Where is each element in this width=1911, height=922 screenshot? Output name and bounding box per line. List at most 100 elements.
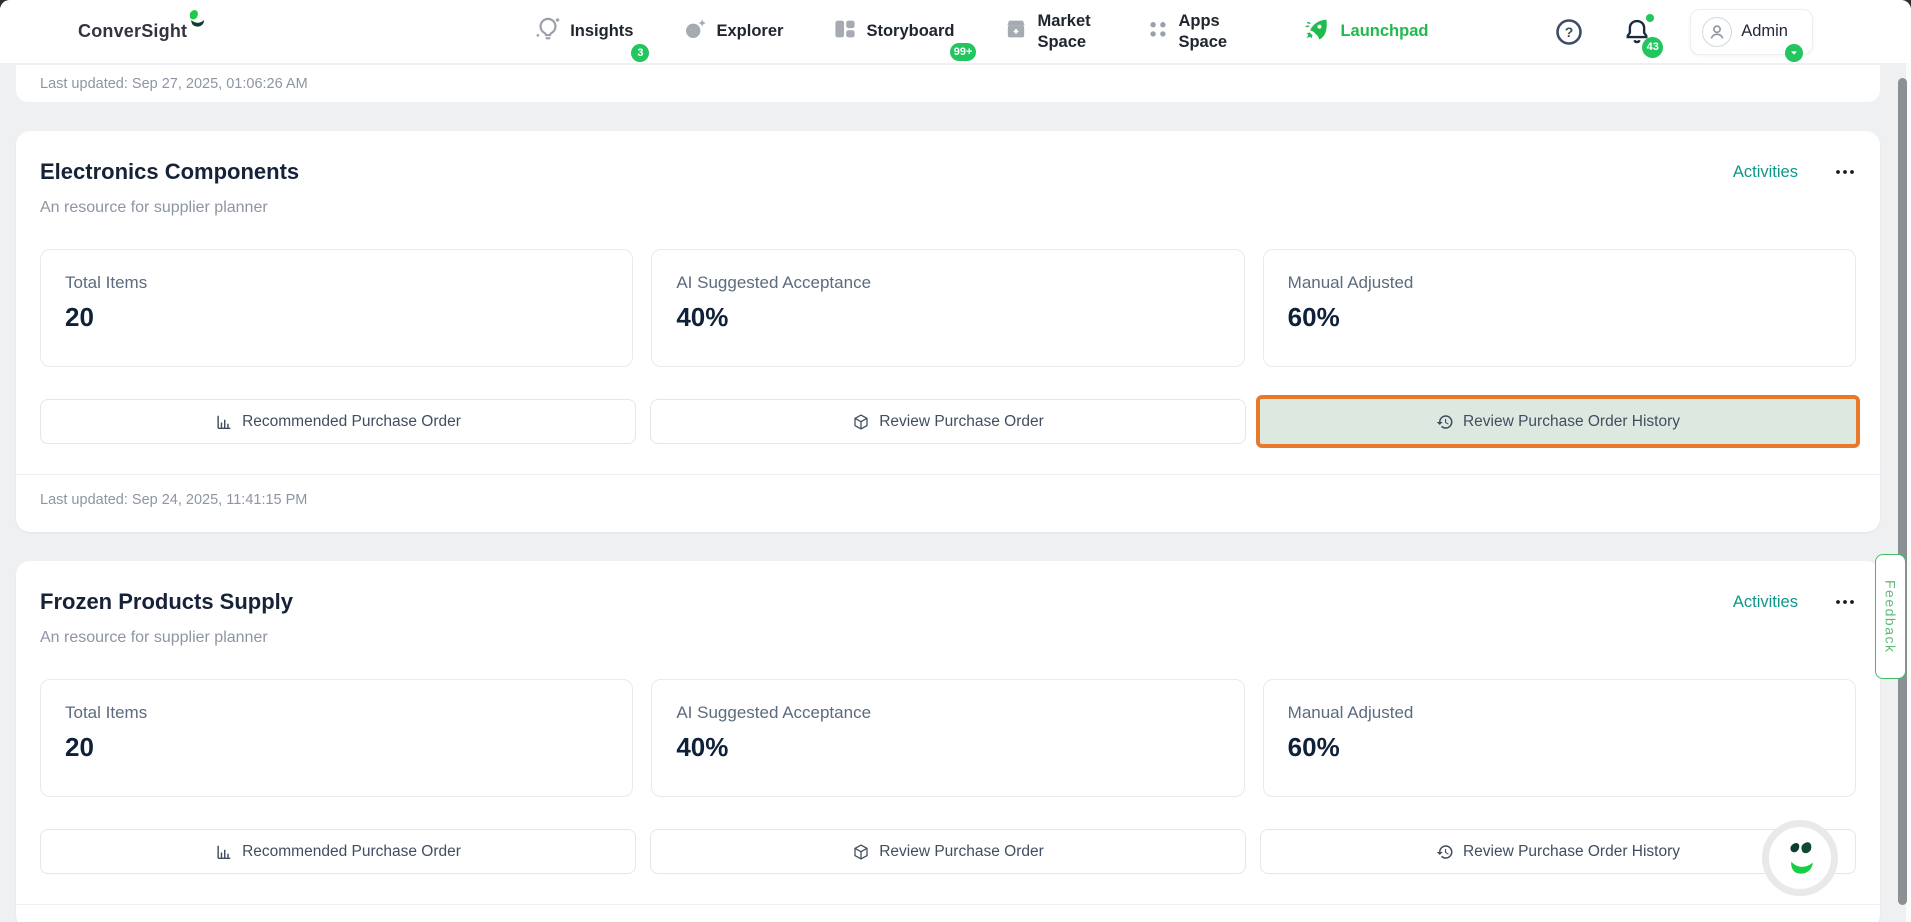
stat-label: Manual Adjusted [1287,703,1414,722]
divider [16,474,1880,475]
conversight-logo[interactable]: ConverSight [78,10,205,42]
nav-item-apps-space[interactable]: Apps Space [1147,11,1238,52]
card-title: Electronics Components [40,159,300,184]
card-title: Frozen Products Supply [40,589,294,614]
explorer-icon [683,17,707,46]
storyboard-grid-icon [833,17,857,46]
review-purchase-order-button[interactable]: Review Purchase Order [650,829,1246,874]
card-actions-row: Recommended Purchase Order Review Purcha… [40,829,1856,874]
nav-menu: Insights 3 Explorer [535,11,1428,62]
stat-manual-adjusted: Manual Adjusted 60% [1262,249,1856,367]
package-icon [854,843,868,860]
ellipsis-icon [1836,600,1854,604]
button-label: Review Purchase Order History [1462,412,1681,430]
scrollbar-thumb[interactable] [1898,78,1907,905]
card-subtitle: An resource for supplier planner [40,629,268,646]
bell-icon [1626,19,1648,43]
stat-total-items: Total Items 20 [40,679,634,797]
bar-chart-icon [217,845,231,859]
conversight-assistant-button[interactable] [1762,820,1838,896]
main-content: Last updated: Sep 27, 2025, 01:06:26 AM … [16,65,1880,922]
top-nav: ConverSight Insights [0,0,1911,63]
stats-row: Total Items 20 AI Suggested Acceptance 4… [40,249,1856,367]
nav-label-apps-space: Apps Space [1178,11,1228,51]
button-label: Review Purchase Order [879,842,1044,860]
nav-label-insights: Insights [570,22,634,41]
last-updated-text: Last updated: Sep 24, 2025, 11:41:15 PM [40,492,308,508]
review-purchase-order-history-button[interactable]: Review Purchase Order History [1260,829,1856,874]
divider [16,904,1880,905]
nav-item-explorer[interactable]: Explorer [683,17,783,46]
notification-dot [1646,13,1655,22]
bar-chart-icon [217,415,231,429]
card-actions-row: Recommended Purchase Order Review Purcha… [40,395,1860,448]
more-options-button[interactable] [1834,168,1856,176]
avatar [1702,16,1733,47]
ellipsis-icon [1836,170,1854,174]
person-icon [1710,24,1724,39]
user-name: Admin [1741,22,1788,40]
conversight-leaf-icon [1790,842,1813,874]
resource-card-electronics-components: Electronics Components Activities An res… [16,131,1880,532]
recommended-purchase-order-button[interactable]: Recommended Purchase Order [40,399,636,444]
nav-label-market-space: Market Space [1037,11,1091,51]
stat-value: 20 [65,732,94,762]
stat-value: 40% [676,732,729,762]
nav-item-storyboard[interactable]: Storyboard 99+ [833,17,977,61]
rocket-icon [1304,17,1329,47]
stat-ai-suggested-acceptance: AI Suggested Acceptance 40% [651,249,1245,367]
stat-label: Total Items [65,273,148,292]
storyboard-count-badge: 99+ [949,43,977,61]
button-label: Review Purchase Order History [1462,842,1681,860]
nav-item-launchpad[interactable]: Launchpad [1304,17,1428,47]
conversight-leaf-icon [183,9,205,36]
last-updated-text: Last updated: Sep 27, 2025, 01:06:26 AM [40,75,308,92]
notifications-button[interactable]: 43 [1622,13,1664,58]
stat-value: 60% [1287,732,1340,762]
stat-label: AI Suggested Acceptance [676,273,872,292]
activities-link[interactable]: Activities [1732,162,1798,181]
svg-text:?: ? [1565,24,1574,40]
nav-item-insights[interactable]: Insights 3 [535,16,650,62]
apps-space-dots-icon [1147,18,1169,45]
user-menu-button[interactable]: Admin [1690,8,1813,62]
insights-count-badge: 3 [631,44,650,62]
stat-label: Total Items [65,703,148,722]
notification-count-badge: 43 [1642,36,1664,58]
scrollbar-track[interactable] [1906,63,1911,922]
stat-label: AI Suggested Acceptance [676,703,872,722]
stat-label: Manual Adjusted [1287,273,1414,292]
recommended-purchase-order-button[interactable]: Recommended Purchase Order [40,829,636,874]
stat-value: 60% [1287,302,1340,332]
history-icon [1436,414,1453,429]
insights-bulb-icon [535,16,561,47]
package-icon [854,413,868,430]
history-icon [1436,844,1453,859]
nav-label-storyboard: Storyboard [866,22,955,41]
stats-row: Total Items 20 AI Suggested Acceptance 4… [40,679,1856,797]
button-label: Recommended Purchase Order [242,412,461,430]
stat-total-items: Total Items 20 [40,249,634,367]
feedback-label: Feedback [1882,579,1899,654]
card-subtitle: An resource for supplier planner [40,199,268,216]
activities-link[interactable]: Activities [1732,592,1798,611]
review-purchase-order-button[interactable]: Review Purchase Order [650,399,1246,444]
review-purchase-order-history-button[interactable]: Review Purchase Order History [1256,395,1860,448]
more-options-button[interactable] [1834,598,1856,606]
nav-label-launchpad: Launchpad [1340,22,1429,41]
button-label: Review Purchase Order [879,412,1044,430]
button-label: Recommended Purchase Order [242,842,461,860]
nav-right-cluster: ? 43 Admin [1554,8,1813,62]
stat-value: 20 [65,302,94,332]
stat-manual-adjusted: Manual Adjusted 60% [1262,679,1856,797]
stat-ai-suggested-acceptance: AI Suggested Acceptance 40% [651,679,1245,797]
help-button[interactable]: ? [1554,17,1584,47]
market-space-icon [1004,17,1028,46]
resource-card-frozen-products-supply: Frozen Products Supply Activities An res… [16,561,1880,922]
stat-value: 40% [676,302,729,332]
feedback-tab[interactable]: Feedback [1875,554,1906,679]
brand-name: ConverSight [78,21,188,41]
nav-label-explorer: Explorer [716,22,784,41]
nav-item-market-space[interactable]: Market Space [1004,11,1097,52]
